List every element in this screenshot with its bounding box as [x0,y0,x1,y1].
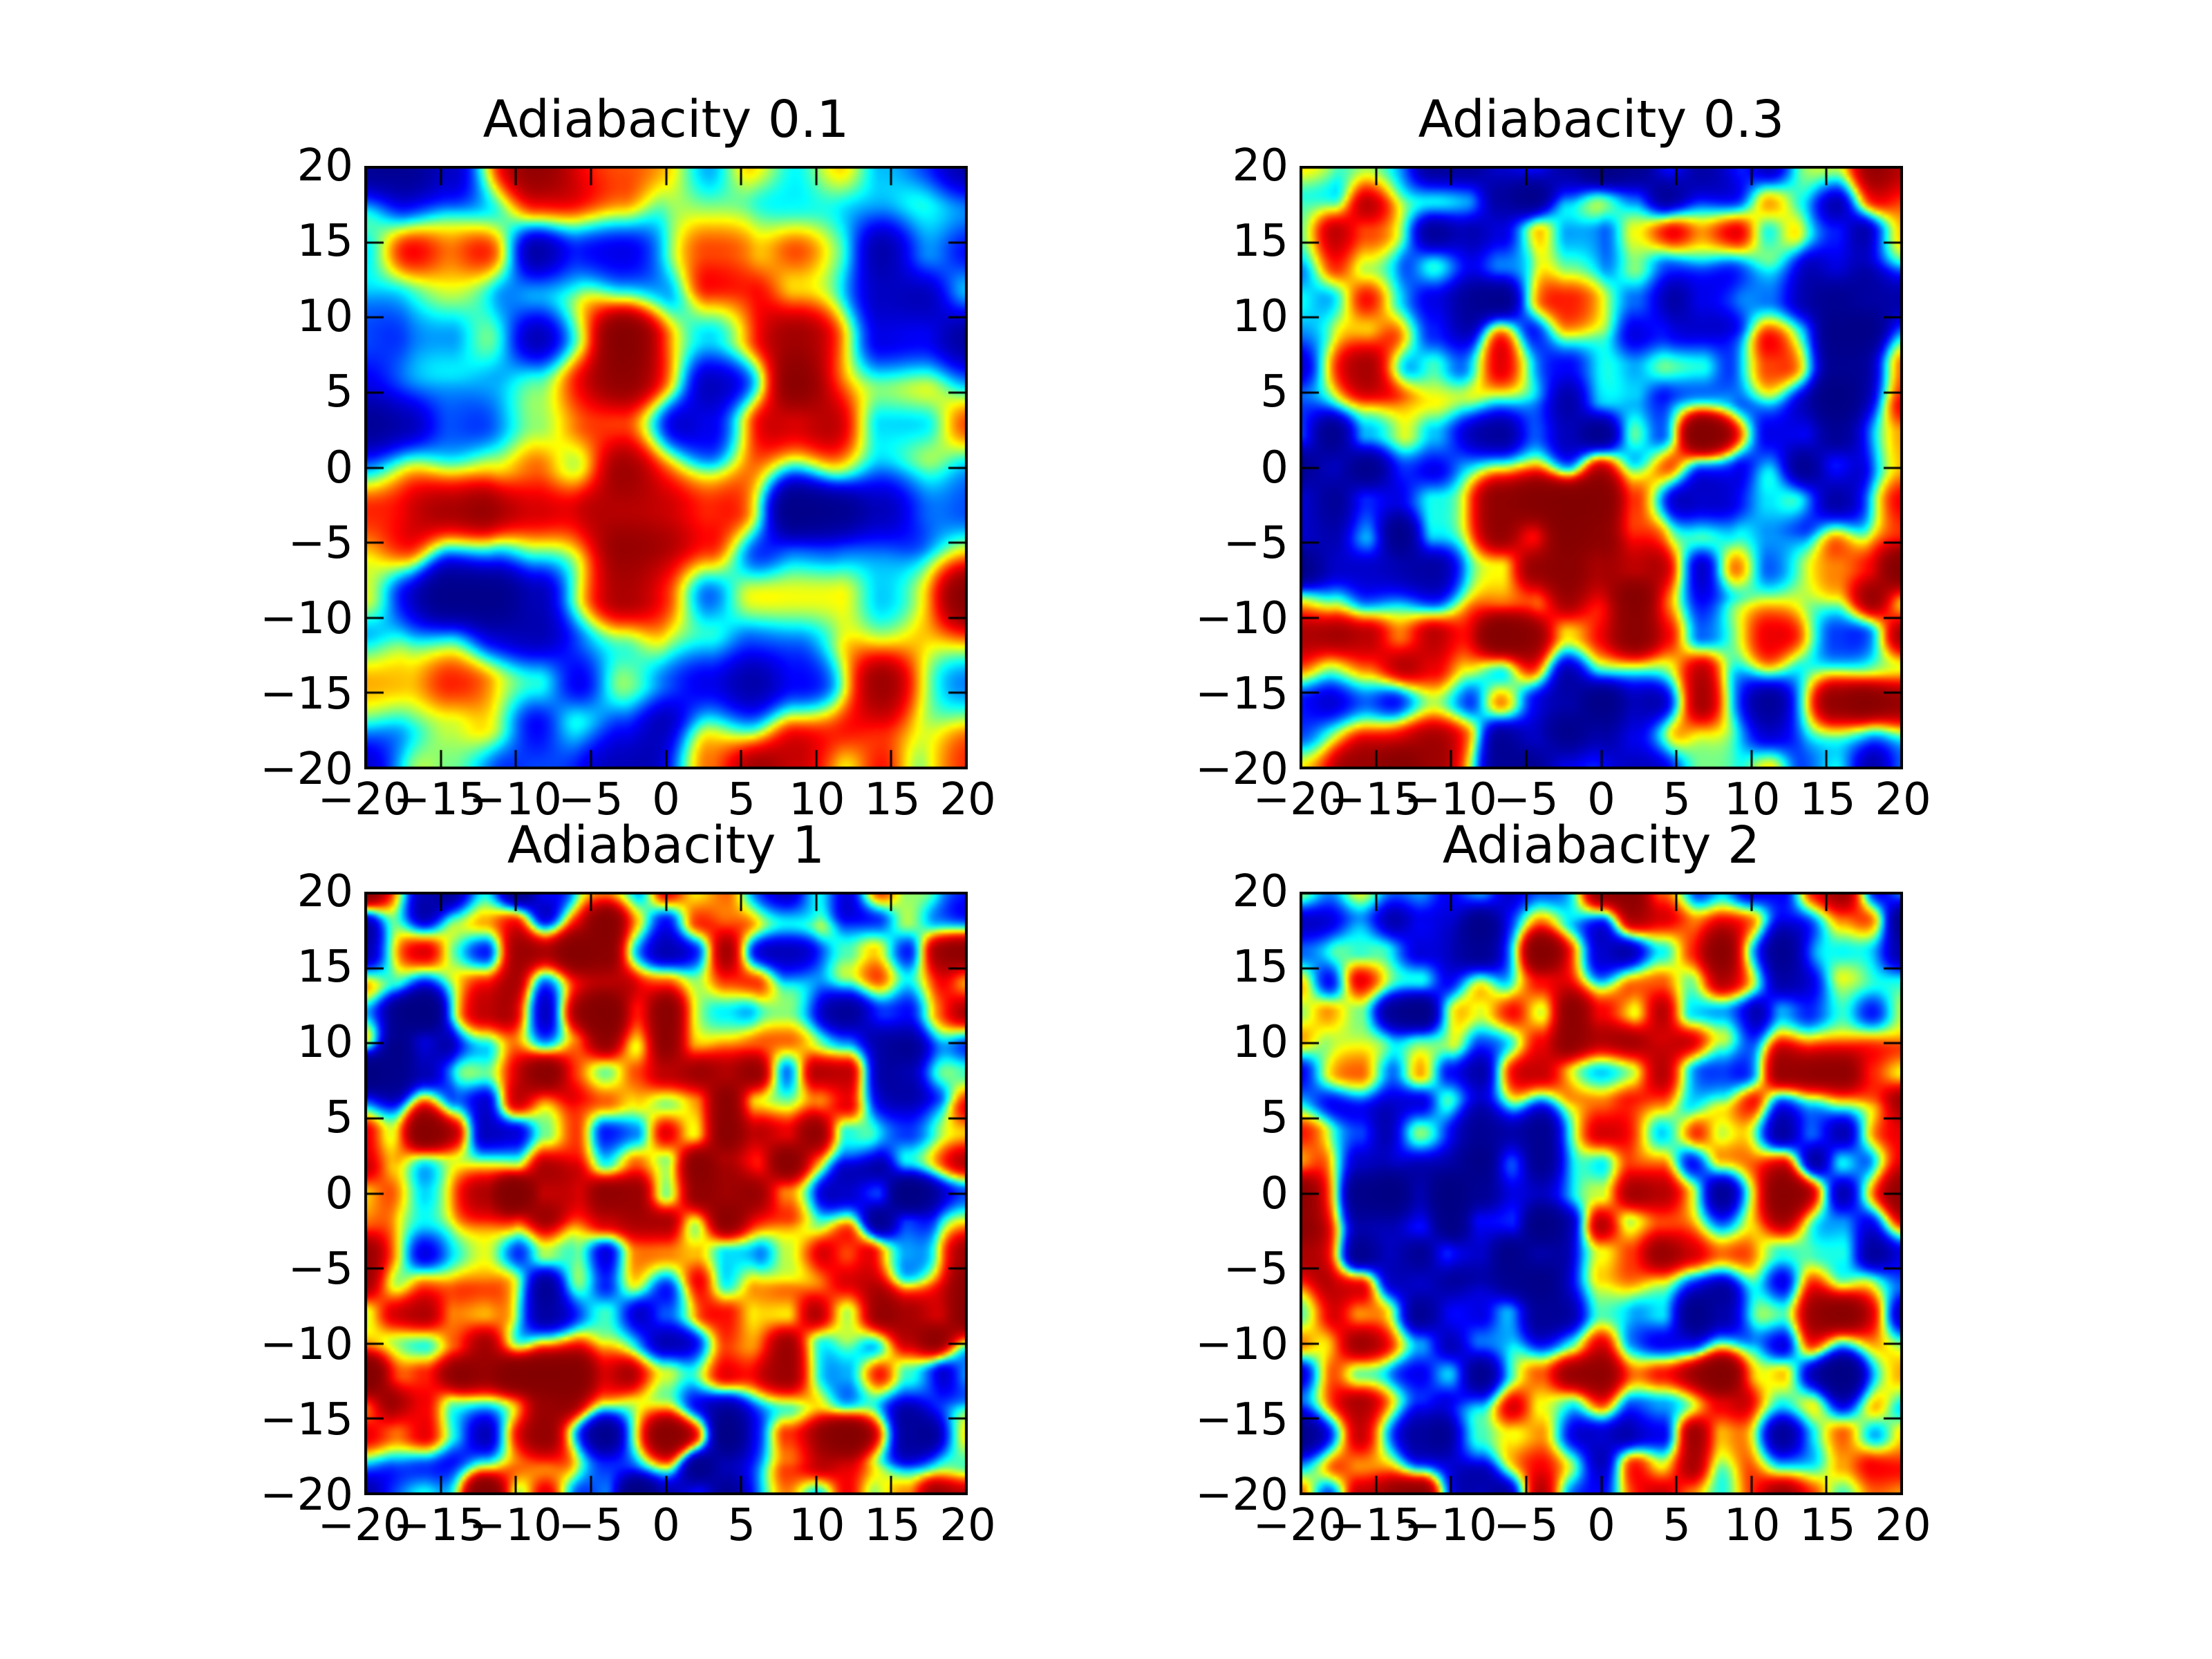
y-tick-label: 20 [297,140,353,191]
subplot-title: Adiabacity 0.3 [1418,90,1785,149]
y-tick-label: −20 [1194,1470,1288,1521]
y-tick-label: 15 [297,216,353,268]
y-tick-label: 10 [297,1017,353,1069]
heatmap-image [364,892,968,1495]
x-tick-label: −15 [393,774,487,825]
x-tick-label: −5 [558,774,624,825]
x-tick-label: −10 [1403,1500,1497,1551]
subplot-title: Adiabacity 1 [507,816,825,875]
x-tick-label: 10 [1724,774,1781,825]
y-tick-label: 10 [1232,291,1288,343]
x-tick-label: 0 [652,1500,680,1551]
y-tick-label: 20 [297,866,353,917]
x-tick-label: 0 [1587,1500,1615,1551]
y-tick-label: −10 [1194,1318,1288,1370]
y-tick-label: 10 [297,291,353,343]
x-tick-label: 15 [1799,774,1856,825]
heatmap-image [364,166,968,769]
y-tick-label: 10 [1232,1017,1288,1069]
x-tick-label: 5 [727,774,756,825]
y-tick-label: 20 [1232,866,1288,917]
x-tick-label: −20 [1253,774,1347,825]
y-tick-label: 15 [297,941,353,993]
x-tick-label: −20 [317,1500,411,1551]
x-tick-label: −20 [317,774,411,825]
x-tick-label: −15 [393,1500,487,1551]
heatmap-image [1300,892,1903,1495]
y-tick-label: −5 [1223,517,1288,569]
y-tick-label: 5 [325,1092,353,1144]
y-tick-label: −20 [1194,744,1288,795]
y-tick-label: 5 [325,366,353,418]
x-tick-label: 15 [1799,1500,1856,1551]
x-tick-label: 15 [864,774,921,825]
x-tick-label: −10 [468,774,562,825]
y-tick-label: −5 [288,1243,353,1295]
y-tick-label: −15 [259,668,353,720]
x-tick-label: −15 [1328,774,1422,825]
x-tick-label: −10 [468,1500,562,1551]
y-tick-label: −5 [288,517,353,569]
x-tick-label: −20 [1253,1500,1347,1551]
y-tick-label: −5 [1223,1243,1288,1295]
x-tick-label: 20 [1875,774,1931,825]
subplot-title: Adiabacity 0.1 [482,90,850,149]
y-tick-label: −20 [259,744,353,795]
y-tick-label: −10 [259,592,353,644]
x-tick-label: 20 [939,774,996,825]
x-tick-label: 5 [1662,1500,1691,1551]
y-tick-label: −10 [1194,592,1288,644]
heatmap-image [1300,166,1903,769]
x-tick-label: 20 [1875,1500,1931,1551]
y-tick-label: 0 [1260,1168,1288,1219]
x-tick-label: 0 [652,774,680,825]
x-tick-label: 10 [789,774,845,825]
y-tick-label: −15 [259,1394,353,1445]
x-tick-label: −5 [1493,1500,1559,1551]
y-tick-label: 15 [1232,941,1288,993]
y-tick-label: 20 [1232,140,1288,191]
y-tick-label: −20 [259,1470,353,1521]
x-tick-label: 10 [1724,1500,1781,1551]
y-tick-label: −15 [1194,1394,1288,1445]
y-tick-label: −15 [1194,668,1288,720]
x-tick-label: 5 [727,1500,756,1551]
subplot-title: Adiabacity 2 [1442,816,1761,875]
x-tick-label: 5 [1662,774,1691,825]
x-tick-label: 0 [1587,774,1615,825]
y-tick-label: −10 [259,1318,353,1370]
x-tick-label: −15 [1328,1500,1422,1551]
y-tick-label: 0 [325,1168,353,1219]
y-tick-label: 5 [1260,366,1288,418]
x-tick-label: −5 [558,1500,624,1551]
y-tick-label: 0 [1260,442,1288,494]
y-tick-label: 15 [1232,216,1288,268]
x-tick-label: −5 [1493,774,1559,825]
y-tick-label: 0 [325,442,353,494]
x-tick-label: −10 [1403,774,1497,825]
x-tick-label: 20 [939,1500,996,1551]
x-tick-label: 15 [864,1500,921,1551]
x-tick-label: 10 [789,1500,845,1551]
y-tick-label: 5 [1260,1092,1288,1144]
